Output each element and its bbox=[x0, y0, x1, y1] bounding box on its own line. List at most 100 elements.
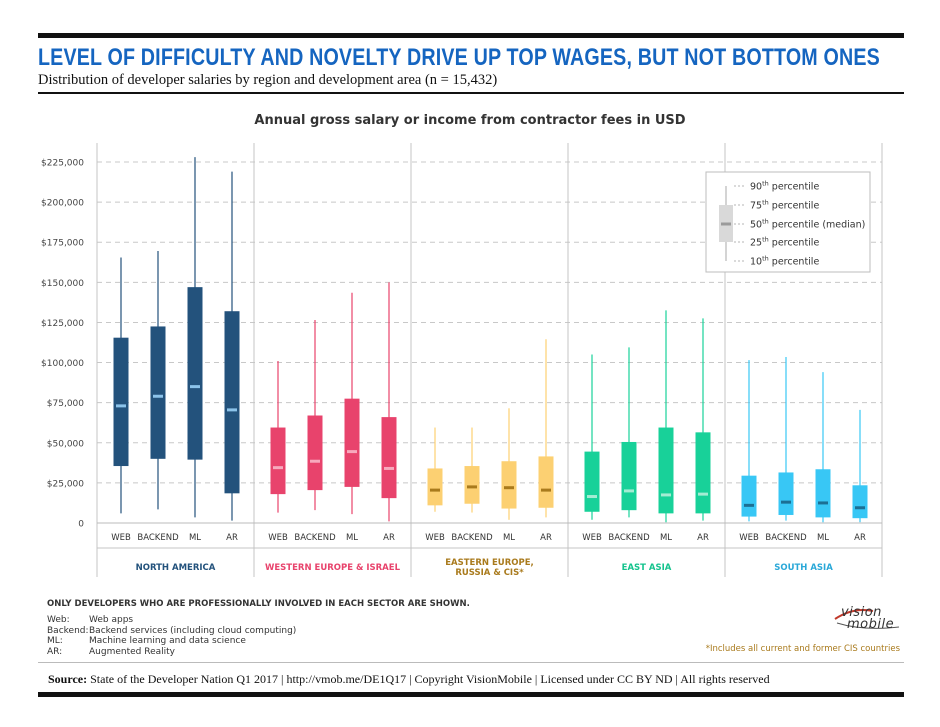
definition-desc: Augmented Reality bbox=[89, 646, 175, 657]
x-tick-label: BACKEND bbox=[608, 533, 650, 543]
box-iqr bbox=[270, 427, 286, 495]
box-iqr bbox=[427, 468, 443, 506]
definition-term: ML: bbox=[47, 636, 63, 646]
y-tick-label: 0 bbox=[78, 520, 84, 530]
y-tick-label: $100,000 bbox=[41, 359, 84, 369]
scope-note: ONLY DEVELOPERS WHO ARE PROFESSIONALLY I… bbox=[47, 599, 470, 609]
x-tick-label: WEB bbox=[111, 533, 131, 543]
logo-swoosh-icon bbox=[834, 609, 900, 629]
legend-label: 10th percentile bbox=[750, 255, 819, 268]
x-tick-label: AR bbox=[697, 533, 709, 543]
y-tick-label: $150,000 bbox=[41, 279, 84, 289]
median-marker bbox=[310, 459, 320, 463]
definition-desc: Backend services (including cloud comput… bbox=[89, 625, 297, 636]
median-marker bbox=[624, 489, 634, 493]
box-iqr bbox=[381, 417, 397, 499]
definition-term: AR: bbox=[47, 646, 63, 657]
legend-box bbox=[705, 171, 871, 273]
median-marker bbox=[661, 493, 671, 497]
legend-label: 50th percentile (median) bbox=[750, 218, 865, 231]
median-marker bbox=[587, 495, 597, 499]
box-iqr bbox=[501, 461, 517, 509]
legend-label: 75th percentile bbox=[750, 199, 819, 212]
box-iqr bbox=[658, 427, 674, 514]
logo-text-line1: vision bbox=[841, 605, 882, 620]
median-marker bbox=[153, 394, 163, 398]
visionmobile-logo: vision mobile bbox=[833, 605, 903, 633]
x-tick-label: WEB bbox=[425, 533, 445, 543]
median-marker bbox=[227, 408, 237, 412]
y-tick-label: $175,000 bbox=[41, 239, 84, 249]
x-tick-label: AR bbox=[854, 533, 866, 543]
y-tick-label: $25,000 bbox=[47, 479, 84, 489]
median-marker bbox=[347, 450, 357, 454]
y-tick-label: $225,000 bbox=[41, 159, 84, 169]
box-iqr bbox=[695, 432, 711, 514]
x-tick-label: ML bbox=[817, 533, 829, 543]
definition-term: Web: bbox=[47, 615, 70, 625]
median-marker bbox=[467, 485, 477, 489]
chart-title: Annual gross salary or income from contr… bbox=[254, 113, 686, 128]
definition-desc: Machine learning and data science bbox=[89, 636, 246, 646]
box-iqr bbox=[464, 466, 480, 504]
x-tick-label: AR bbox=[383, 533, 395, 543]
y-tick-label: $125,000 bbox=[41, 319, 84, 329]
region-label: EASTERN EUROPE, bbox=[445, 558, 533, 568]
box-iqr bbox=[113, 337, 129, 467]
page-subtitle: Distribution of developer salaries by re… bbox=[38, 72, 498, 88]
median-marker bbox=[781, 500, 791, 504]
x-tick-label: ML bbox=[660, 533, 672, 543]
x-tick-label: ML bbox=[346, 533, 358, 543]
definition-row: Web: Web apps bbox=[47, 615, 296, 626]
x-tick-label: ML bbox=[503, 533, 515, 543]
median-marker bbox=[116, 404, 126, 408]
x-tick-label: AR bbox=[540, 533, 552, 543]
median-marker bbox=[818, 501, 828, 505]
median-marker bbox=[698, 492, 708, 496]
y-tick-label: $200,000 bbox=[41, 199, 84, 209]
median-marker bbox=[384, 466, 394, 470]
y-tick-label: $75,000 bbox=[47, 399, 84, 409]
box-iqr bbox=[538, 456, 554, 508]
top-rule bbox=[38, 33, 904, 38]
box-iqr bbox=[150, 326, 166, 459]
box-iqr bbox=[741, 475, 757, 517]
region-label: WESTERN EUROPE & ISRAEL bbox=[265, 563, 401, 573]
source-line: Source: State of the Developer Nation Q1… bbox=[48, 672, 770, 687]
box-iqr bbox=[224, 311, 240, 494]
y-tick-label: $50,000 bbox=[47, 439, 84, 449]
definition-row: Backend: Backend services (including clou… bbox=[47, 626, 296, 637]
median-marker bbox=[855, 506, 865, 510]
x-tick-label: BACKEND bbox=[765, 533, 807, 543]
legend-label: 90th percentile bbox=[750, 180, 819, 193]
abbreviation-definitions: Web: Web apps Backend: Backend services (i… bbox=[47, 615, 296, 657]
box-iqr bbox=[307, 415, 323, 491]
region-label: EAST ASIA bbox=[622, 563, 672, 573]
box-iqr bbox=[584, 451, 600, 512]
source-label: Source: bbox=[48, 672, 88, 686]
source-text: State of the Developer Nation Q1 2017 | … bbox=[90, 672, 770, 686]
median-marker bbox=[273, 466, 283, 470]
x-tick-label: AR bbox=[226, 533, 238, 543]
median-marker bbox=[190, 385, 200, 389]
region-label: RUSSIA & CIS* bbox=[455, 568, 524, 578]
legend-label: 25th percentile bbox=[750, 236, 819, 249]
box-plot-chart: 0 $25,000 $50,000 $75,000 $100,000 $125,000 $1… bbox=[41, 143, 883, 578]
median-marker bbox=[744, 503, 754, 507]
subtitle-rule bbox=[38, 92, 904, 94]
box-iqr bbox=[621, 441, 637, 511]
definition-term: Backend: bbox=[47, 625, 89, 636]
bottom-rule bbox=[38, 692, 904, 697]
x-tick-label: BACKEND bbox=[451, 533, 493, 543]
region-label: SOUTH ASIA bbox=[774, 563, 833, 573]
legend-median-marker bbox=[721, 222, 731, 226]
definition-row: ML: Machine learning and data science bbox=[47, 636, 296, 647]
x-tick-label: BACKEND bbox=[137, 533, 179, 543]
definition-row: AR: Augmented Reality bbox=[47, 647, 296, 658]
box-iqr bbox=[778, 472, 794, 515]
page-title: LEVEL OF DIFFICULTY AND NOVELTY DRIVE UP… bbox=[38, 44, 880, 71]
x-tick-label: ML bbox=[189, 533, 201, 543]
box-iqr bbox=[852, 485, 868, 519]
median-marker bbox=[430, 488, 440, 492]
x-tick-label: BACKEND bbox=[294, 533, 336, 543]
